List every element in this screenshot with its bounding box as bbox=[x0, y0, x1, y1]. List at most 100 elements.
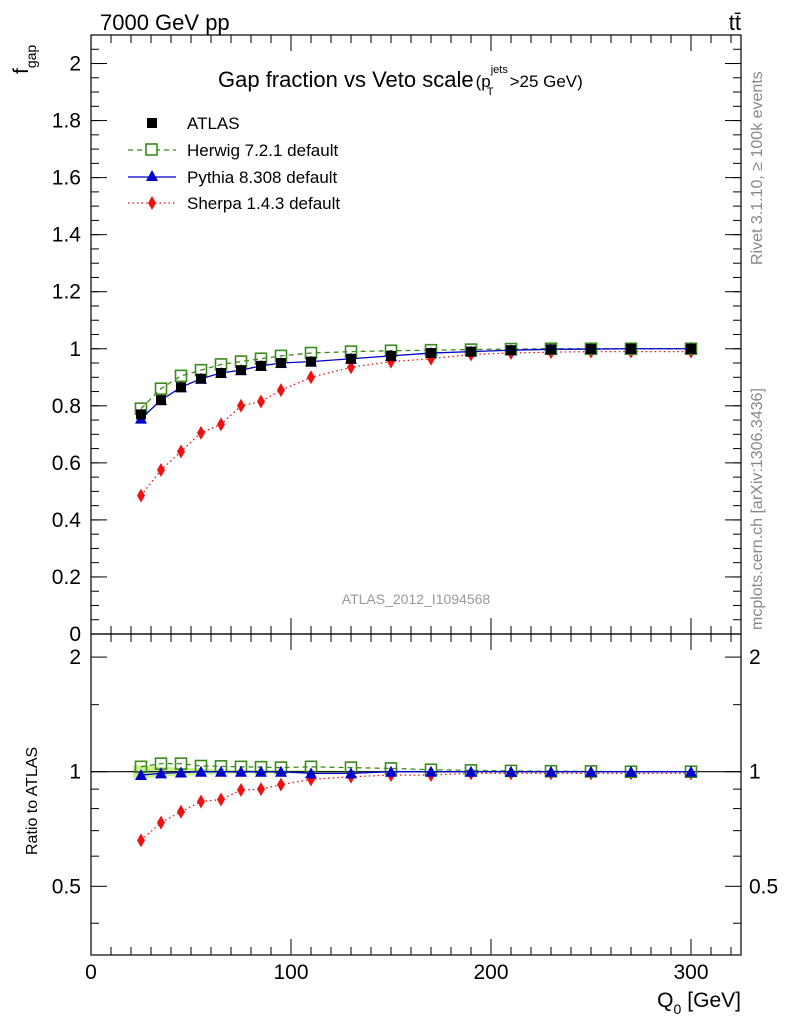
legend-entry-atlas: ATLAS bbox=[147, 114, 240, 133]
main-title: Gap fraction vs Veto scale (pjets T >25 GeV… bbox=[218, 64, 583, 98]
ratio-ylabel: Ratio to ATLAS bbox=[24, 747, 41, 855]
ratio-data-point bbox=[277, 777, 285, 792]
ratio-ytick-label-right: 1 bbox=[749, 761, 761, 784]
main-data-point bbox=[177, 444, 185, 459]
rivet-label: Rivet 3.1.10, ≥ 100k events bbox=[749, 71, 766, 265]
main-title-open: (p bbox=[476, 72, 491, 91]
main-data-point bbox=[156, 395, 166, 406]
legend-marker-pythia bbox=[146, 170, 158, 181]
main-ylabel-sub: gap bbox=[23, 45, 39, 69]
main-data-point bbox=[217, 417, 225, 432]
main-ytick-label: 0.8 bbox=[52, 395, 81, 418]
main-data-point bbox=[307, 370, 315, 385]
xlabel: Q0 [GeV] bbox=[657, 989, 741, 1017]
ratio-series-group bbox=[134, 757, 698, 848]
ratio-data-point bbox=[385, 765, 397, 777]
ratio-ytick-label: 2 bbox=[69, 646, 81, 669]
ratio-ytick-label-right: 2 bbox=[749, 646, 761, 669]
ratio-data-point bbox=[235, 765, 247, 777]
xlabel-unit: [GeV] bbox=[687, 989, 741, 1012]
main-data-point bbox=[216, 368, 226, 379]
x-tick-label: 300 bbox=[673, 961, 708, 984]
ratio-data-point bbox=[545, 765, 557, 777]
main-data-point bbox=[626, 343, 636, 354]
main-data-point bbox=[546, 344, 556, 355]
main-data-point bbox=[506, 345, 516, 356]
main-axis-ticks: 0 0.2 0.4 0.6 0.8 1 1.2 1.4 1.6 1.8 2 bbox=[52, 34, 741, 646]
main-data-point bbox=[137, 488, 145, 503]
main-series-atlas bbox=[136, 343, 696, 420]
main-data-point bbox=[686, 343, 696, 354]
main-ytick-label: 0.2 bbox=[52, 566, 81, 589]
process-label: tt̄ bbox=[729, 10, 741, 35]
ratio-data-point bbox=[195, 765, 207, 777]
xlabel-sub: 0 bbox=[674, 1001, 682, 1017]
legend-label-herwig: Herwig 7.2.1 default bbox=[187, 141, 338, 160]
main-data-point bbox=[237, 398, 245, 413]
ratio-data-point bbox=[215, 765, 227, 777]
main-ytick-label: 2 bbox=[69, 53, 81, 76]
main-data-point bbox=[426, 348, 436, 359]
xlabel-main: Q bbox=[657, 989, 673, 1012]
main-data-point bbox=[136, 409, 146, 420]
analysis-label: ATLAS_2012_I1094568 bbox=[342, 591, 491, 607]
mcplots-label: mcplots.cern.ch [arXiv:1306.3436] bbox=[749, 388, 766, 630]
ratio-data-point bbox=[157, 815, 165, 830]
main-title-text: Gap fraction vs Veto scale bbox=[218, 67, 474, 92]
ratio-data-point bbox=[585, 765, 597, 777]
ratio-series-line bbox=[140, 772, 691, 841]
main-ytick-label: 1 bbox=[69, 338, 81, 361]
ratio-data-point bbox=[237, 783, 245, 798]
legend-marker-atlas bbox=[147, 118, 157, 128]
ratio-data-point bbox=[275, 765, 287, 777]
main-ytick-label: 1.6 bbox=[52, 167, 81, 190]
ratio-data-point bbox=[625, 765, 637, 777]
ratio-data-point bbox=[137, 833, 145, 848]
main-data-point bbox=[256, 360, 266, 371]
ratio-data-point bbox=[175, 766, 187, 778]
ratio-data-point bbox=[135, 769, 147, 781]
legend-label-pythia: Pythia 8.308 default bbox=[187, 168, 338, 187]
main-ytick-label: 1.2 bbox=[52, 281, 81, 304]
x-tick-label: 100 bbox=[273, 961, 308, 984]
main-data-point bbox=[466, 346, 476, 357]
main-ytick-label: 0 bbox=[69, 623, 81, 646]
main-ytick-label: 1.4 bbox=[52, 224, 82, 247]
legend: ATLAS Herwig 7.2.1 default Pythia 8.308 … bbox=[128, 114, 340, 213]
main-data-point bbox=[196, 373, 206, 384]
main-data-point bbox=[346, 353, 356, 364]
ratio-data-point bbox=[425, 765, 437, 777]
ratio-data-point bbox=[155, 767, 167, 779]
main-ylabel: fgap bbox=[10, 45, 39, 74]
ratio-ytick-label: 0.5 bbox=[52, 875, 81, 898]
main-data-point bbox=[386, 350, 396, 361]
legend-label-atlas: ATLAS bbox=[187, 114, 240, 133]
main-title-sup: jets bbox=[490, 64, 509, 76]
legend-entry-pythia: Pythia 8.308 default bbox=[128, 168, 338, 187]
main-data-point bbox=[257, 394, 265, 409]
main-ylabel-main: f bbox=[10, 68, 33, 74]
main-data-point bbox=[586, 344, 596, 355]
legend-marker-herwig bbox=[145, 143, 158, 156]
ratio-data-point bbox=[345, 767, 357, 779]
ratio-data-point bbox=[305, 767, 317, 779]
main-data-point bbox=[277, 383, 285, 398]
main-series-group bbox=[134, 342, 698, 503]
energy-label: 7000 GeV pp bbox=[100, 10, 230, 35]
main-data-point bbox=[197, 425, 205, 440]
ratio-axis-ticks: 0.5 0.5 1 1 2 2 bbox=[52, 646, 778, 924]
x-axis-ticks: 0 100 200 300 bbox=[85, 35, 732, 984]
main-data-point bbox=[236, 365, 246, 376]
main-series-pythia bbox=[135, 342, 697, 424]
ratio-data-point bbox=[257, 782, 265, 797]
main-data-point bbox=[347, 360, 355, 375]
ratio-data-point bbox=[685, 765, 697, 777]
ratio-ytick-label: 1 bbox=[69, 761, 81, 784]
ratio-data-point bbox=[505, 765, 517, 777]
main-data-point bbox=[174, 369, 188, 383]
main-title-close: >25 GeV) bbox=[510, 72, 583, 91]
legend-entry-herwig: Herwig 7.2.1 default bbox=[128, 141, 338, 160]
main-data-point bbox=[157, 462, 165, 477]
ratio-data-point bbox=[177, 804, 185, 819]
ratio-data-point bbox=[217, 792, 225, 807]
